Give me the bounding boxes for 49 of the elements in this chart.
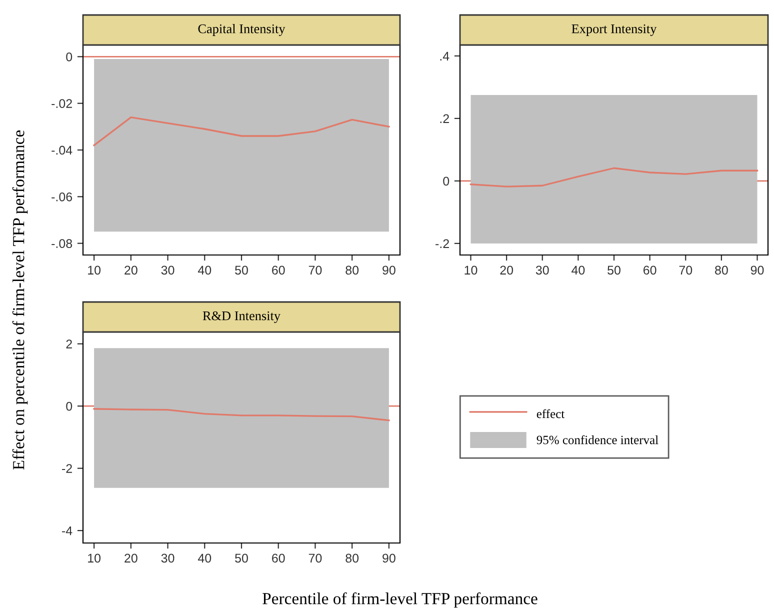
x-tick-label: 60 (643, 266, 656, 275)
chart-title: Capital Intensity (198, 24, 286, 36)
x-tick-label: 80 (346, 266, 359, 275)
legend-label: effect (536, 409, 565, 418)
y-tick-label: -.2 (436, 239, 449, 248)
x-tick-label: 70 (679, 266, 692, 275)
text: 95% confidence interval (536, 435, 658, 444)
y-tick-label: 0 (66, 402, 72, 411)
x-tick-label: 50 (608, 266, 620, 275)
y-tick-label: -.04 (52, 146, 72, 155)
y-tick-label: 0 (443, 176, 450, 186)
y-tick-label: -2 (62, 464, 72, 473)
x-tick-label: 40 (572, 266, 585, 275)
y-tick-label: -4 (62, 526, 72, 536)
x-tick-label: 10 (464, 266, 478, 275)
x-tick-label: 70 (308, 554, 322, 563)
x-tick-label: 70 (308, 266, 322, 275)
x-tick-label: 20 (124, 554, 138, 563)
x-tick-label: 30 (536, 266, 549, 275)
x-tick-label: 90 (382, 266, 396, 275)
x-tick-label: 90 (382, 554, 396, 563)
y-tick-label: .2 (440, 114, 449, 123)
y-tick-label: 2 (66, 340, 72, 348)
x-tick-label: 40 (198, 266, 212, 275)
x-tick-label: 80 (346, 554, 359, 563)
y-tick-label: -.02 (52, 99, 72, 108)
x-axis-title: Percentile of firm-level TFP performance (262, 592, 538, 608)
x-tick-label: 30 (161, 266, 174, 275)
y-tick-label: -.06 (52, 192, 72, 202)
x-tick-label: 60 (272, 266, 285, 275)
x-tick-label: 10 (88, 554, 101, 563)
x-tick-label: 20 (500, 266, 514, 275)
x-tick-label: 10 (88, 266, 101, 275)
x-tick-label: 60 (272, 554, 285, 563)
x-tick-label: 30 (161, 554, 174, 563)
line-series (470, 167, 758, 188)
y-tick-label: 0 (66, 52, 72, 62)
line-series (93, 116, 390, 146)
x-tick-label: 80 (715, 266, 728, 275)
chart-title: R&D Intensity (202, 311, 280, 323)
x-tick-label: 50 (235, 266, 248, 275)
y-tick-label: -.08 (52, 239, 72, 248)
chart-title: Export Intensity (572, 24, 657, 36)
x-tick-label: 20 (124, 266, 138, 275)
y-tick-label: .4 (440, 52, 450, 60)
y-axis-title: Effect on percentile of firm-level TFP performance (12, 130, 28, 470)
x-tick-label: 40 (198, 554, 212, 563)
x-tick-label: 90 (750, 266, 764, 275)
x-tick-label: 50 (235, 554, 248, 563)
